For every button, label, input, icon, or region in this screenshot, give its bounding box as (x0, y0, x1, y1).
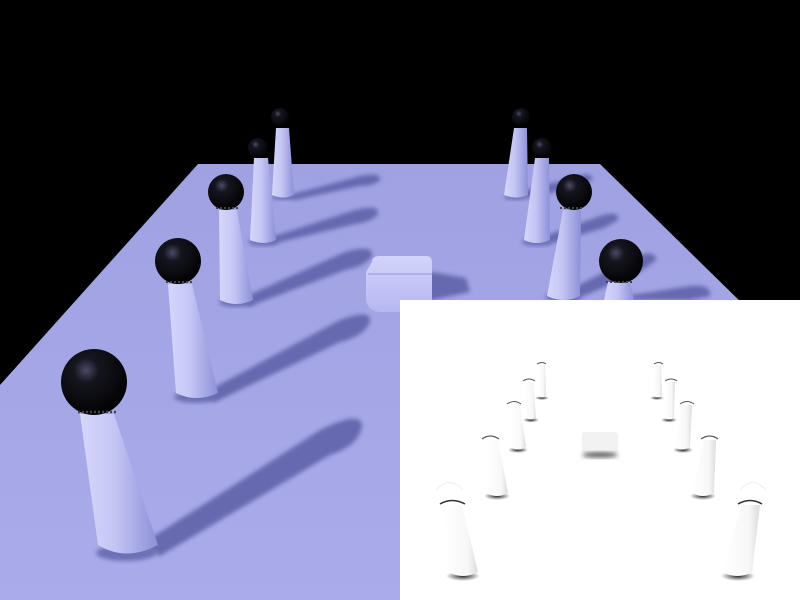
pillar-right-3 (545, 174, 592, 302)
inset-pillar (690, 435, 719, 500)
shadow (286, 174, 381, 200)
inset-pillar (481, 435, 510, 500)
shadow (262, 207, 379, 244)
inset-pillar (522, 378, 539, 423)
pillar-right-5 (504, 108, 530, 200)
shadow (200, 314, 371, 402)
shadow (140, 418, 362, 556)
inset-pillar (721, 482, 767, 581)
shadow (238, 248, 373, 306)
inset-pillar (506, 401, 528, 453)
inset-pillar (673, 401, 695, 453)
inset-pillar (661, 378, 678, 423)
shadow-map-inset (400, 300, 800, 600)
pillar-left-4 (248, 138, 278, 246)
center-box (366, 256, 432, 312)
inset-box (582, 432, 618, 458)
pillar-right-2 (599, 239, 643, 300)
pillar-left-5 (271, 108, 295, 200)
inset-pillar (535, 362, 549, 400)
pillar-left-1 (61, 349, 158, 561)
pillar-right-4 (522, 138, 552, 246)
inset-pillar (435, 482, 480, 581)
pillar-left-3 (208, 174, 255, 307)
pillar-left-2 (155, 238, 218, 403)
inset-pillar (650, 362, 664, 400)
